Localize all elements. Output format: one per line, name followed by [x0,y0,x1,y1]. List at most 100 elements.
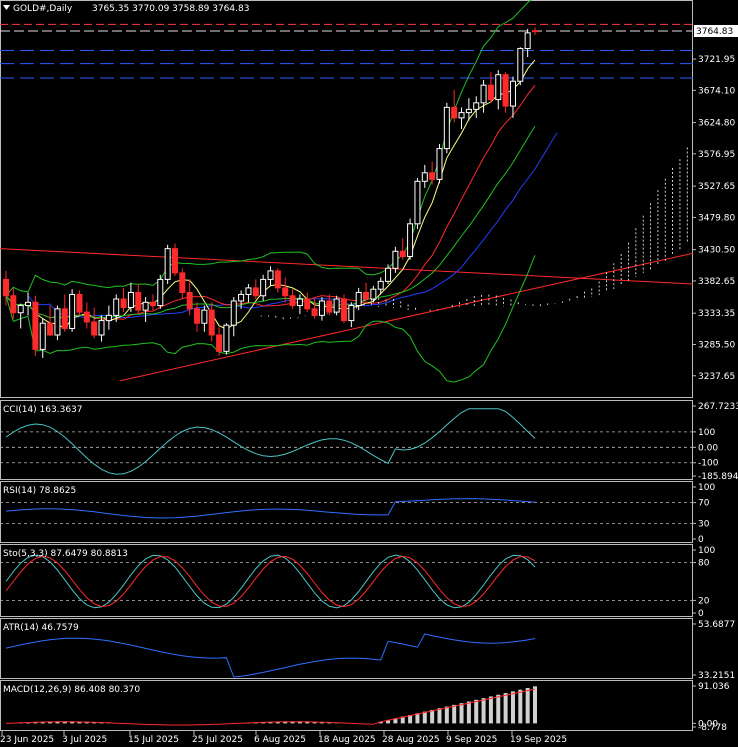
candle-body [25,301,32,307]
candle [164,244,171,284]
candle [17,303,24,329]
candle [120,287,127,313]
candle [208,302,215,342]
indicator-label: CCI(14) 163.3637 [3,405,83,415]
axis-tick-label: 0 [698,609,704,619]
candle-body [282,287,289,297]
candle-body [179,272,186,293]
pane-frame [0,0,693,398]
candle-body [216,334,223,352]
candle [333,295,340,316]
cci-pane[interactable]: CCI(14) 163.3637 267.7233 100 0.00 -100 -185.… [0,400,738,483]
macd-histogram-bar [408,714,413,724]
macd-histogram-bar [430,709,435,724]
candle-body [61,308,68,329]
axis-tick-label: 70 [698,499,710,509]
candle [458,107,465,129]
candle-body [304,298,311,310]
candle-body [289,295,296,307]
macd-pane[interactable]: MACD(12,26,9) 86.408 80.370 91.036 0.00-8.… [0,680,730,734]
macd-histogram-bar [503,693,508,724]
candle-body [407,223,414,258]
candle-body [32,301,39,350]
candle [157,274,164,309]
candle-body [480,84,487,104]
dropdown-triangle-icon[interactable] [3,5,10,10]
candle [186,279,193,316]
candle-body [473,102,480,110]
candle [113,294,120,322]
stochastic-pane[interactable]: Sto(5,3,3) 87.6479 80.8813 100 80 20 0 [0,544,715,620]
bollinger-middle-line [5,125,536,319]
candle-body [458,112,465,119]
axis-tick-label: 20 [698,596,710,606]
macd-histogram-bar [55,721,60,724]
candle-body [39,322,46,350]
candle [274,268,281,293]
candle-body [487,84,494,101]
candle-body [443,106,450,150]
candle [377,277,384,295]
axis-tick-label: 91.036 [698,682,730,692]
candle-body [54,308,61,336]
candle-body [238,293,245,302]
candle [524,28,531,58]
atr-pane[interactable]: ATR(14) 46.7579 53.6877 33.2151 [0,618,736,682]
candle-body [517,48,524,82]
candle [473,96,480,118]
axis-tick-label: -185.8945 [698,472,738,482]
candle [135,283,142,315]
candle [421,164,428,188]
candle-body [186,291,193,310]
bollinger-upper-line [5,0,532,297]
candle [480,79,487,113]
macd-histogram-bar [283,721,288,724]
indicator-line [5,498,536,519]
macd-histogram-bar [452,704,457,724]
indicator-line [5,688,536,726]
candle-body [171,248,178,274]
candle-body [142,301,149,311]
macd-histogram-bar [400,716,405,724]
symbol-name: GOLD#,Daily [13,4,73,14]
candle-body [120,298,127,309]
macd-histogram-bar [290,721,295,724]
candle [238,290,245,309]
candle-body [429,172,436,180]
candle-body [451,106,458,119]
candle-body [113,298,120,316]
macd-histogram-bar [393,718,398,724]
candle-body [69,293,76,329]
candle-body [10,295,17,314]
trendline-down [0,248,694,285]
candle-body [83,311,90,323]
candle-body [267,270,274,280]
pane-frame [0,680,693,731]
price-tick-label: 3624.80 [698,119,735,129]
candle [47,305,54,337]
candle [105,305,112,330]
candle-body [223,324,230,352]
date-tick-label: 3 Jul 2025 [62,735,107,745]
indicator-label: ATR(14) 46.7579 [3,623,79,633]
macd-histogram-bar [312,721,317,724]
candle [414,178,421,230]
axis-tick-label: -8.778 [698,723,727,733]
indicator-label: RSI(14) 78.8625 [3,486,76,496]
candle-body [436,148,443,180]
candle [296,294,303,315]
price-tick-label: 3430.50 [698,246,735,256]
axis-tick-label: 0.00 [698,719,718,729]
candle-body [532,30,538,33]
candle [495,70,502,110]
price-pane[interactable]: 3764.83 3721.95 3674.10 3624.80 3576.95 3527.… [0,0,738,398]
macd-histogram-bar [386,720,391,724]
date-tick-label: 23 Jun 2025 [0,735,54,745]
candle [83,302,90,329]
candle-body [208,309,215,336]
axis-tick-label: 100 [698,483,715,493]
rsi-pane[interactable]: RSI(14) 78.8625 100 70 30 0 [0,481,715,546]
candle [348,302,355,328]
candle-body [127,291,134,309]
